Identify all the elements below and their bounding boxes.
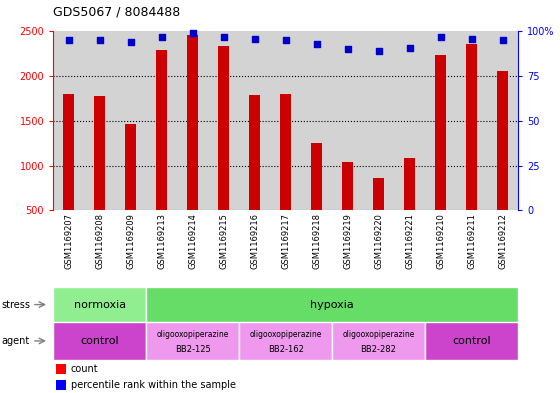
Bar [146,322,239,360]
Bar [280,94,291,210]
Bar [125,125,136,210]
Text: oligooxopiperazine: oligooxopiperazine [342,330,415,339]
Point [312,41,321,47]
Point [467,35,476,42]
Point [343,46,352,52]
Text: BB2-162: BB2-162 [268,345,304,354]
Point [498,37,507,44]
Bar [53,322,146,360]
Text: GDS5067 / 8084488: GDS5067 / 8084488 [53,6,180,19]
Bar [466,44,477,210]
Text: oligooxopiperazine: oligooxopiperazine [249,330,322,339]
Bar [497,71,508,210]
Bar [425,322,518,360]
Text: agent: agent [1,336,29,346]
Bar [187,35,198,210]
Bar [404,158,415,210]
Bar [311,143,322,210]
Point [219,34,228,40]
Point [64,37,73,44]
Text: control: control [81,336,119,346]
Point [281,37,290,44]
Bar [55,380,66,390]
Text: percentile rank within the sample: percentile rank within the sample [71,380,236,390]
Bar [218,46,229,210]
Text: control: control [452,336,491,346]
Text: count: count [71,364,99,374]
Point [436,34,445,40]
Point [374,48,383,54]
Text: hypoxia: hypoxia [310,299,354,310]
Point [95,37,104,44]
Bar [249,95,260,210]
Bar [156,50,167,210]
Text: oligooxopiperazine: oligooxopiperazine [156,330,229,339]
Bar [53,287,146,322]
Bar [94,96,105,210]
Text: stress: stress [1,299,30,310]
Bar [239,322,332,360]
Bar [55,364,66,374]
Point [126,39,135,45]
Bar [435,55,446,210]
Bar [332,322,425,360]
Text: normoxia: normoxia [73,299,126,310]
Point [157,34,166,40]
Point [188,30,197,37]
Bar [373,178,384,210]
Point [405,44,414,51]
Bar [146,287,518,322]
Text: BB2-282: BB2-282 [361,345,396,354]
Bar [342,162,353,210]
Point [250,35,259,42]
Bar [63,94,74,210]
Text: BB2-125: BB2-125 [175,345,211,354]
